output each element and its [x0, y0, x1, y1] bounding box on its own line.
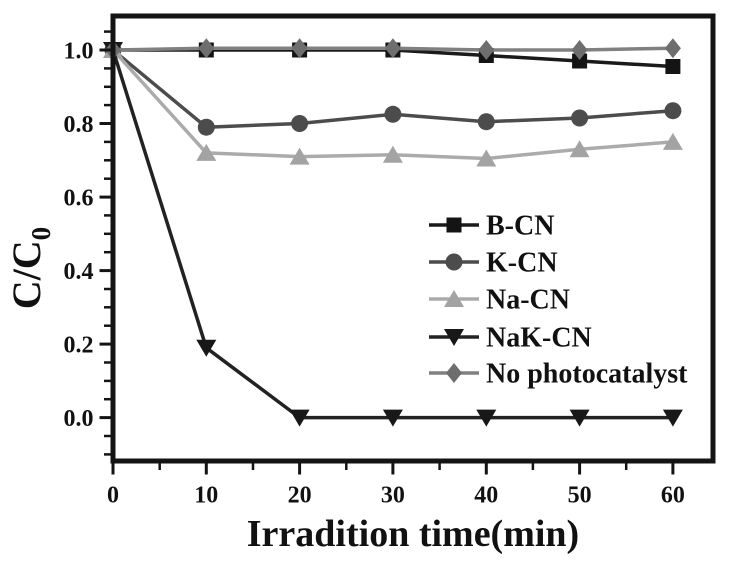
legend-item-no-photocatalyst: No photocatalyst	[429, 359, 688, 390]
legend-label: K-CN	[486, 248, 558, 279]
x-tick-label: 50	[568, 483, 592, 509]
y-axis-title: C/C0	[4, 227, 56, 309]
diamond-marker	[384, 38, 401, 59]
plot-frame	[110, 13, 716, 464]
diamond-marker	[198, 38, 215, 59]
diamond-marker	[291, 38, 308, 59]
square-marker	[665, 59, 681, 74]
triangle-up-marker	[662, 132, 683, 150]
triangle-up-marker	[289, 147, 310, 165]
triangle-down-marker	[662, 409, 683, 427]
diamond-marker	[571, 40, 588, 60]
diamond-marker	[478, 40, 495, 60]
triangle-up-legend-marker	[444, 290, 464, 307]
y-tick-label: 0.6	[64, 186, 94, 212]
legend-item-k-cn: K-CN	[429, 248, 558, 279]
x-tick-label: 10	[194, 483, 218, 509]
triangle-down-marker	[289, 409, 310, 427]
triangle-down-marker	[382, 409, 403, 427]
triangle-down-marker	[476, 409, 497, 427]
y-tick-label: 0.8	[64, 112, 94, 138]
triangle-down-legend-marker	[444, 329, 464, 346]
circle-marker	[664, 102, 682, 120]
square-legend-marker	[446, 217, 462, 233]
y-tick-label: 0.4	[64, 259, 94, 285]
y-tick-label: 0.2	[64, 333, 94, 359]
x-tick-label: 30	[381, 483, 405, 509]
triangle-up-marker	[382, 145, 403, 163]
circle-marker	[384, 105, 402, 123]
triangle-up-marker	[476, 149, 497, 167]
series-no-photocatalyst	[105, 38, 681, 60]
square-marker	[572, 53, 588, 69]
legend: B-CN K-CN Na-CN NaK-CN No photocatalyst	[429, 211, 688, 390]
legend-label: B-CN	[486, 211, 554, 242]
circle-marker	[197, 118, 215, 136]
y-tick-label: 0.0	[64, 406, 94, 432]
circle-legend-marker	[445, 253, 463, 271]
y-tick-label: 1.0	[64, 39, 94, 65]
axis-ticks: 0 10 20 30 40 50 60 0.0 0.2 0.4 0.6 0.8 1.0	[64, 30, 685, 509]
legend-label: No photocatalyst	[486, 359, 688, 390]
x-tick-label: 40	[474, 483, 498, 509]
x-axis-title: Irradition time(min)	[247, 513, 579, 555]
legend-label: Na-CN	[486, 285, 570, 316]
x-tick-label: 60	[661, 483, 685, 509]
x-tick-label: 0	[107, 483, 119, 509]
diamond-marker	[664, 38, 681, 59]
triangle-down-marker	[569, 409, 590, 427]
triangle-up-marker	[196, 143, 217, 161]
triangle-down-marker	[196, 339, 217, 357]
legend-item-na-cn: Na-CN	[429, 285, 570, 316]
x-tick-label: 20	[288, 483, 312, 509]
legend-item-b-cn: B-CN	[429, 211, 554, 242]
circle-marker	[571, 109, 589, 127]
legend-item-nak-cn: NaK-CN	[429, 323, 592, 354]
diamond-legend-marker	[446, 363, 462, 383]
circle-marker	[291, 115, 309, 132]
circle-marker	[477, 113, 495, 131]
legend-label: NaK-CN	[486, 323, 592, 354]
triangle-up-marker	[569, 140, 590, 158]
